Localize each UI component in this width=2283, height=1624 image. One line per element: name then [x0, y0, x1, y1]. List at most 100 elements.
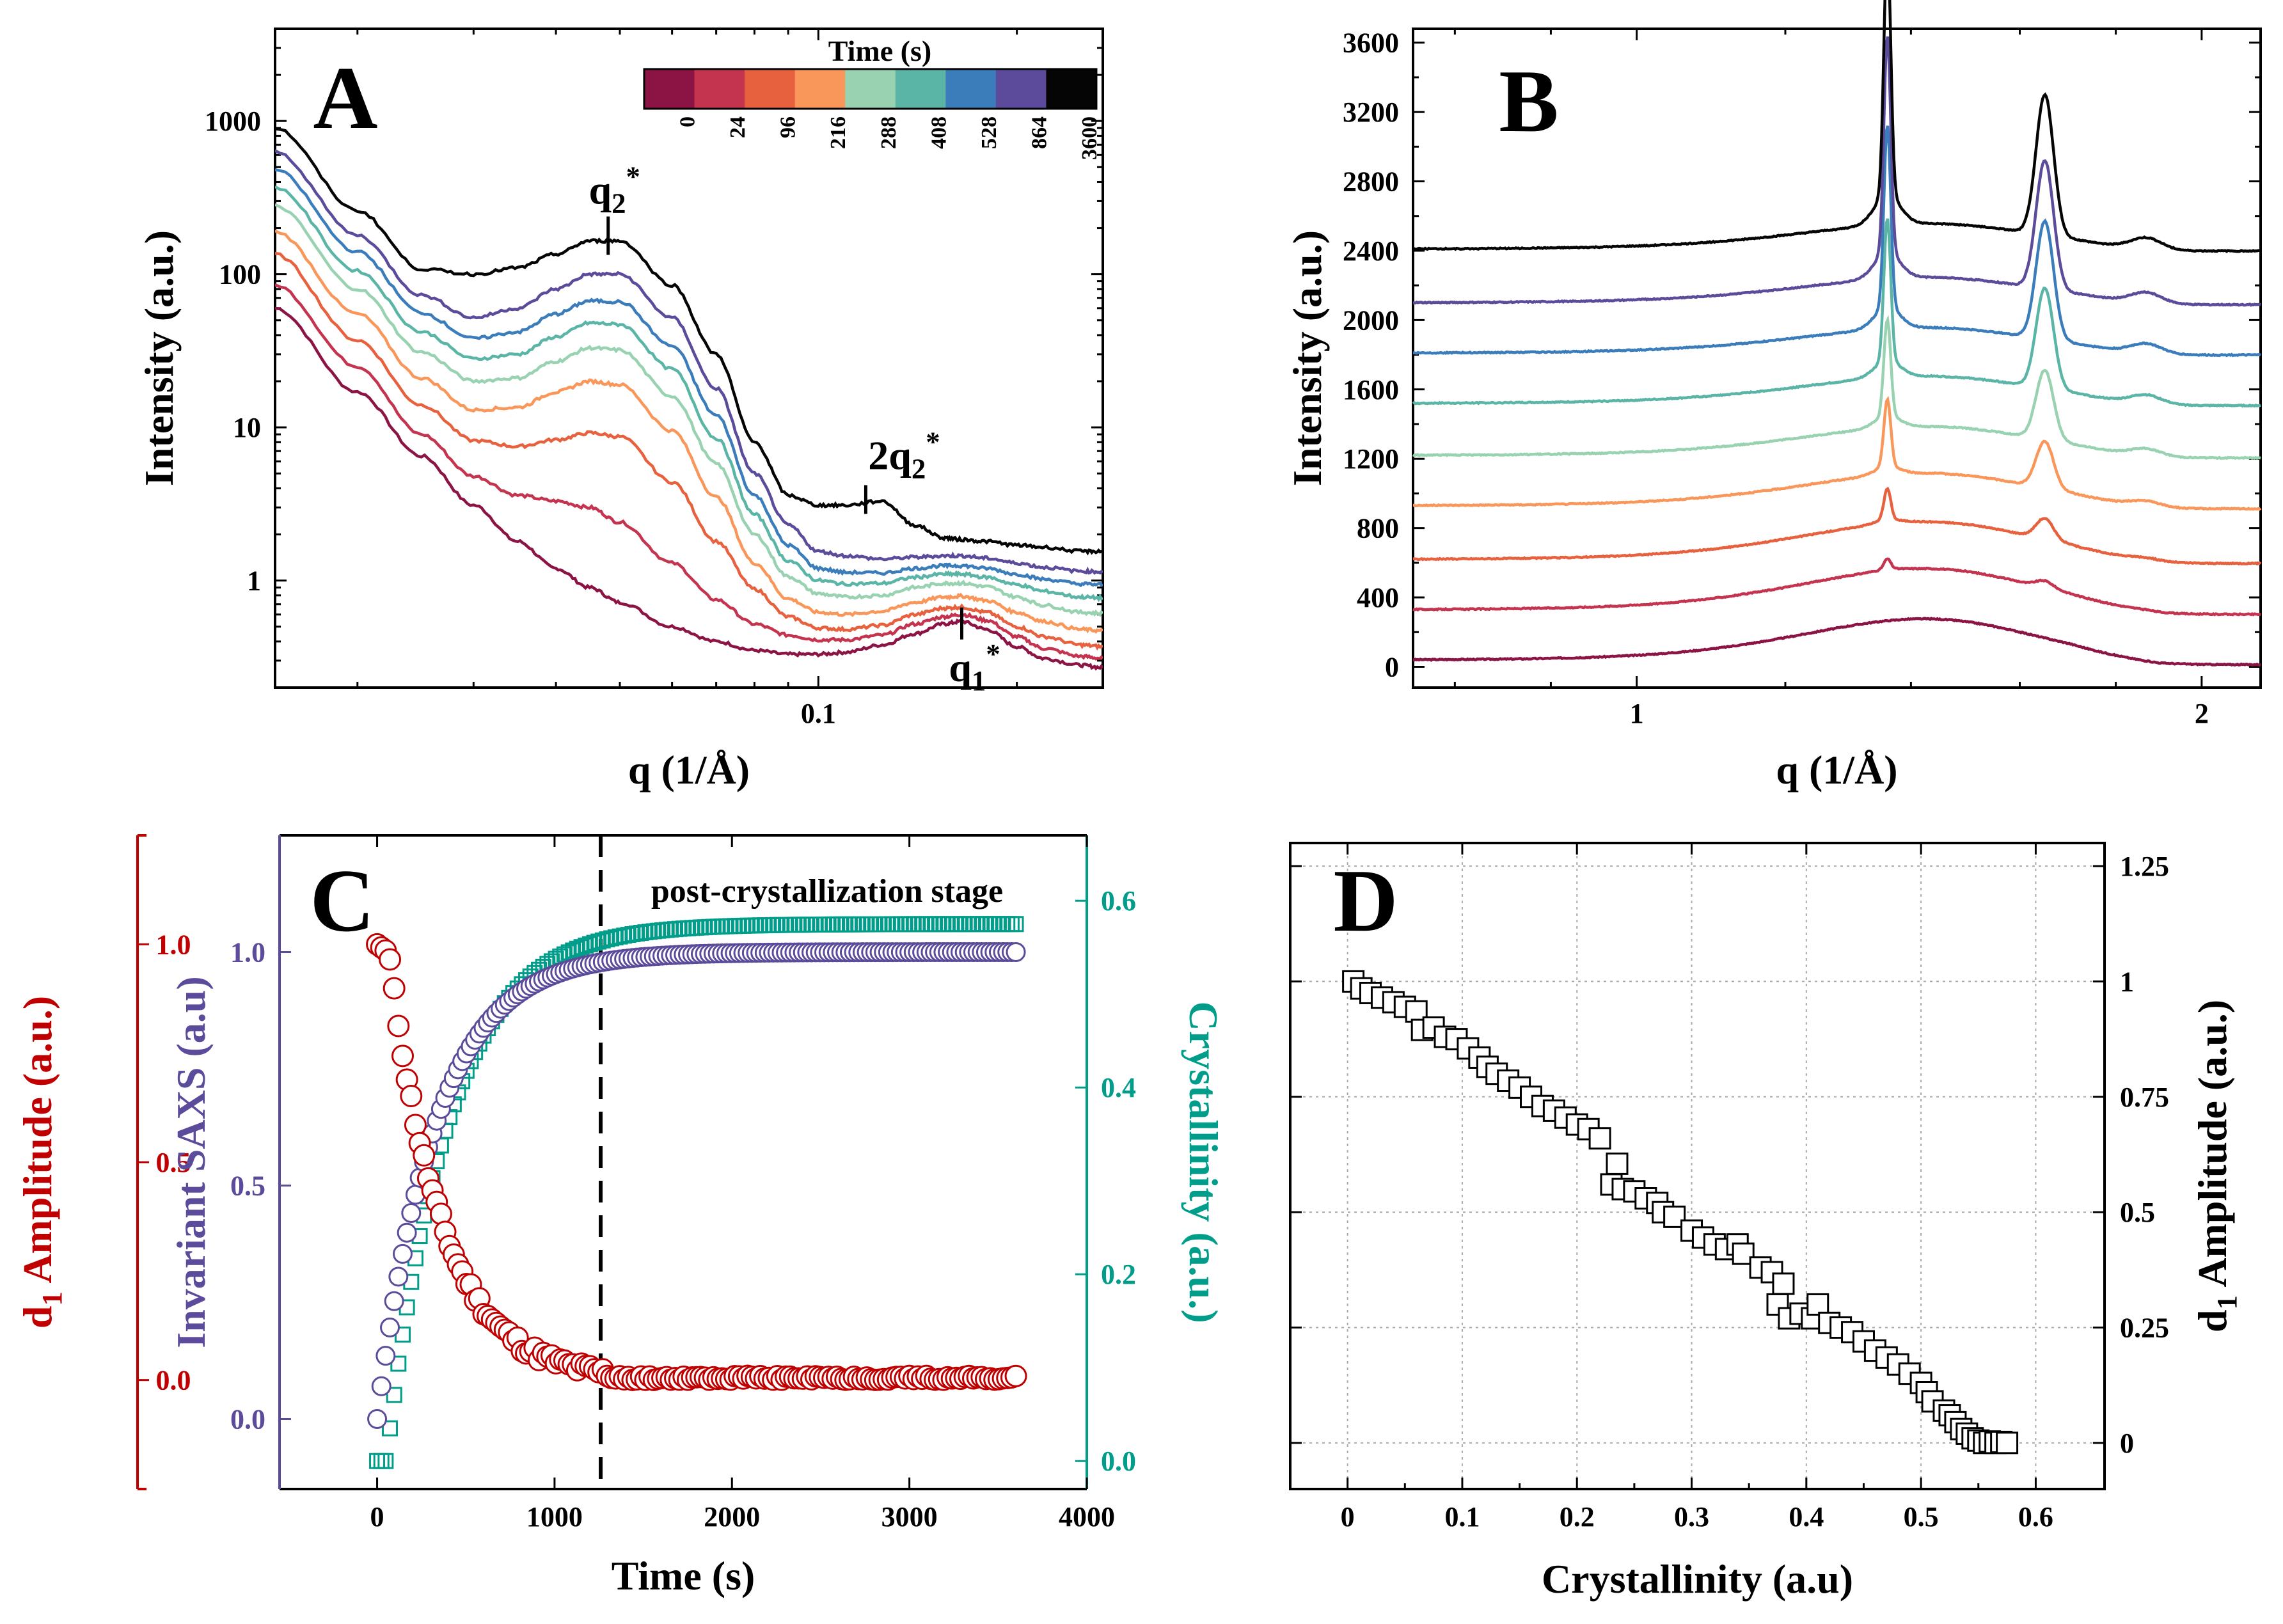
y-tick-label: 100 — [219, 259, 261, 290]
x-tick-label: 0 — [370, 1501, 384, 1533]
x-axis-title: Time (s) — [612, 1553, 755, 1598]
y-tick-label: 0.5 — [230, 1171, 265, 1202]
colorbar-frame — [643, 68, 1098, 110]
y-tick-label: 800 — [1357, 513, 1399, 544]
plot-frame — [1289, 842, 2106, 1490]
annotation-q1: q1* — [949, 638, 1000, 697]
colorbar-label: 216 — [826, 116, 850, 149]
panel-label: A — [313, 49, 377, 148]
series-line-24s — [275, 283, 1103, 661]
crystallinity-point — [578, 937, 594, 954]
crystallinity-point — [586, 934, 603, 951]
invariant-point — [388, 1266, 409, 1287]
y-tick-label: 0.6 — [1101, 885, 1136, 917]
series-line-96s — [275, 252, 1103, 651]
x-tick-label: 1 — [1630, 698, 1644, 729]
invariant-point — [384, 1291, 404, 1311]
invariant-point — [401, 1202, 422, 1223]
series-line-528s — [1412, 125, 2261, 358]
y-tick-label: 1.0 — [156, 929, 191, 960]
crystallinity-point — [594, 932, 611, 949]
y-tick-label: 1.25 — [2120, 851, 2169, 882]
plot-frame — [274, 28, 1104, 689]
y-tick-label: 1000 — [205, 106, 261, 137]
x-tick-label: 0.3 — [1674, 1501, 1709, 1533]
data-point — [1996, 1431, 2019, 1455]
x-tick-label: 3000 — [881, 1501, 938, 1533]
crystallinity-point — [382, 1420, 399, 1437]
y-axis-title: Intensity (a.u.) — [136, 230, 182, 486]
stage-annotation: post-crystallization stage — [651, 873, 1003, 910]
colorbar-swatch — [1046, 69, 1097, 109]
crystallinity-point — [581, 936, 598, 952]
crystallinity-point — [573, 939, 590, 956]
colorbar-title: Time (s) — [828, 35, 931, 67]
colorbar-swatch — [845, 69, 896, 109]
crystallinity-point — [569, 940, 585, 957]
amplitude-point — [429, 1202, 452, 1226]
amplitude-point — [383, 977, 406, 1000]
invariant-point — [371, 1376, 391, 1396]
x-axis-title: q (1/Å) — [628, 747, 750, 792]
panel-label: B — [1499, 52, 1558, 151]
amplitude-point — [413, 1144, 436, 1167]
x-tick-label: 0.2 — [1560, 1501, 1595, 1533]
y-tick-label: 3600 — [1343, 28, 1399, 59]
panel-c: 0.0 0.5 1.0 0.0 0.5 1.0 0.0 0.2 0.4 0.6 0 1000 2000 3… — [15, 834, 1226, 1598]
invariant-point — [380, 1317, 400, 1337]
x-axis-title: q (1/Å) — [1776, 747, 1897, 792]
colorbar-label: 528 — [977, 116, 1001, 149]
series-line-288s — [1412, 315, 2261, 461]
data-point — [1806, 1293, 1829, 1316]
crystallinity-point — [560, 944, 577, 961]
crystallinity-point — [1007, 916, 1024, 933]
panel-a: 1 10 100 1000 0.1 q (1/Å) Intensity (a.u.) Aq2*… — [136, 28, 1104, 792]
y-tick-label: 10 — [233, 412, 261, 443]
amplitude-point — [379, 948, 402, 971]
colorbar-swatch — [644, 69, 695, 109]
y-tick-label: 1200 — [1343, 443, 1399, 475]
y-tick-label: 0.5 — [156, 1147, 191, 1178]
series-line-216s — [275, 229, 1103, 634]
y-tick-label: 3200 — [1343, 97, 1399, 128]
amplitude-point — [1004, 1364, 1027, 1387]
colorbar-swatch — [895, 69, 946, 109]
colorbar-label: 96 — [777, 116, 800, 138]
colorbar-label: 288 — [877, 116, 901, 149]
crystallinity-point — [373, 1453, 390, 1469]
y-tick-label: 0 — [2120, 1428, 2134, 1459]
invariant-point — [367, 1409, 388, 1429]
plot-frame — [1412, 28, 2262, 689]
y-axis-title: Intensity (a.u.) — [1284, 230, 1330, 486]
amplitude-point — [387, 1014, 410, 1037]
series-line-528s — [275, 168, 1103, 588]
y-tick-label: 0.25 — [2120, 1313, 2169, 1344]
colorbar-swatch — [995, 69, 1047, 109]
y-tick-label: 0.4 — [1101, 1072, 1136, 1103]
amplitude-point — [404, 1114, 427, 1137]
y-tick-label: 0.0 — [156, 1365, 191, 1396]
y-axis-title-outer: d1 Amplitude (a.u.) — [15, 996, 68, 1328]
colorbar-swatch — [694, 69, 745, 109]
series-line-408s — [275, 185, 1103, 603]
y-axis-title-inner: Invariant SAXS (a.u) — [168, 976, 214, 1348]
y-tick-label: 1 — [247, 565, 261, 597]
x-tick-label: 1000 — [526, 1501, 583, 1533]
x-tick-label: 0 — [1341, 1501, 1355, 1533]
panel-b: 0 400 800 1200 1600 2000 2400 2800 3200 3600 1 2 q (… — [1284, 0, 2262, 792]
colorbar-label: 3600 — [1078, 116, 1102, 160]
crystallinity-point — [369, 1453, 386, 1469]
series-line-3600s — [1412, 0, 2261, 253]
series-line-3600s — [275, 127, 1103, 556]
x-tick-label: 2 — [2195, 698, 2209, 729]
series-line-0s — [1412, 617, 2261, 667]
y-tick-label: 1 — [2120, 966, 2134, 997]
y-tick-label: 0.75 — [2120, 1082, 2169, 1113]
colorbar-label: 864 — [1027, 116, 1051, 149]
series-line-864s — [1412, 36, 2261, 307]
colorbar-label: 0 — [676, 116, 700, 127]
colorbar-swatch — [945, 69, 997, 109]
y-tick-label: 0.0 — [1101, 1446, 1136, 1477]
y-tick-label: 0.5 — [2120, 1197, 2155, 1228]
data-point — [1772, 1272, 1795, 1295]
